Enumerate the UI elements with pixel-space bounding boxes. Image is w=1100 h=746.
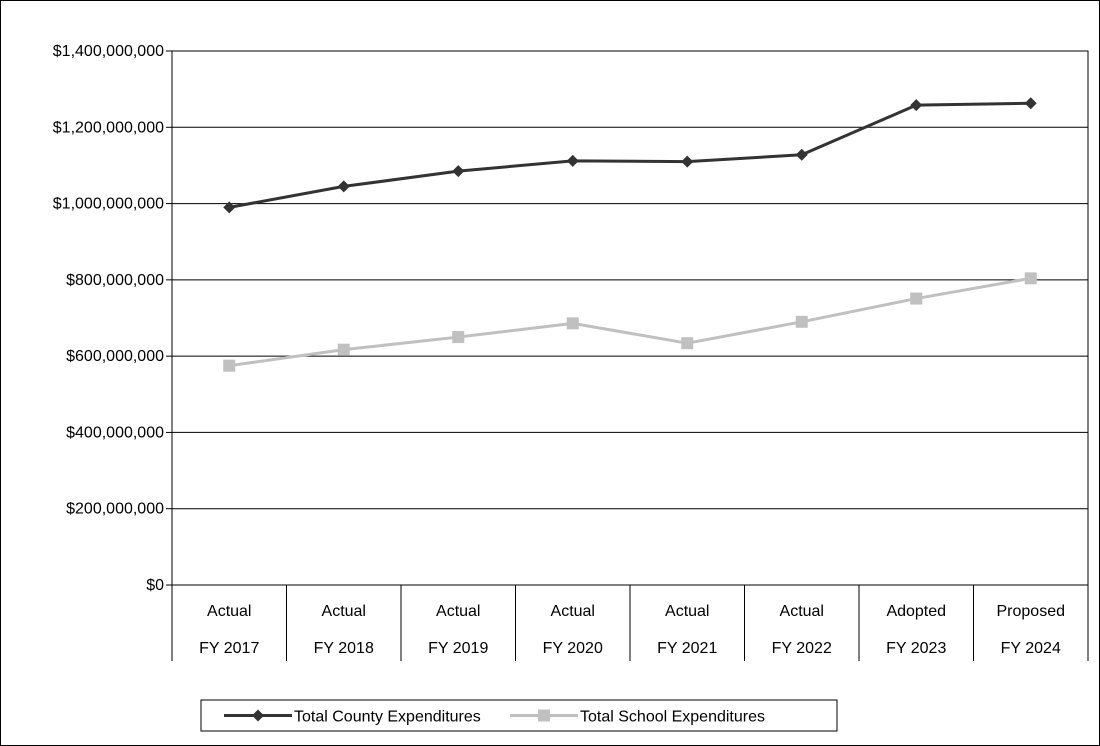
series-0-point-5 [795, 148, 808, 161]
x-tick-label-7-line2: FY 2024 [1001, 640, 1061, 657]
series-0-point-1 [337, 180, 350, 193]
series-0-point-6 [910, 99, 923, 112]
x-tick-label-0-line1: Actual [207, 603, 251, 620]
series-1-point-6 [910, 292, 923, 305]
legend-label-0: Total County Expenditures [294, 709, 481, 726]
y-tick-label-7: $1,400,000,000 [53, 43, 164, 60]
series-0-point-2 [452, 165, 465, 178]
x-tick-label-3-line2: FY 2020 [543, 640, 603, 657]
series-1-point-3 [566, 317, 579, 330]
x-tick-label-2-line2: FY 2019 [428, 640, 488, 657]
series-1-point-2 [452, 331, 465, 344]
series-1-point-5 [795, 315, 808, 328]
series-0-line [228, 101, 1031, 209]
series-0-point-0 [223, 201, 236, 214]
x-tick-label-2-line1: Actual [436, 603, 480, 620]
y-tick-label-2: $400,000,000 [66, 424, 164, 441]
x-tick-label-1-line2: FY 2018 [314, 640, 374, 657]
x-tick-label-5-line2: FY 2022 [772, 640, 832, 657]
series-0-point-7 [1024, 97, 1037, 110]
legend-swatch-marker-0 [252, 709, 264, 722]
series-1-point-4 [681, 337, 694, 350]
legend-label-1: Total School Expenditures [580, 709, 765, 726]
x-tick-label-6-line2: FY 2023 [886, 640, 946, 657]
x-tick-label-1-line1: Actual [322, 603, 366, 620]
y-tick-label-0: $0 [146, 577, 164, 594]
y-tick-label-5: $1,000,000,000 [53, 196, 164, 213]
x-tick-label-0-line2: FY 2017 [199, 640, 259, 657]
x-tick-label-4-line1: Actual [665, 603, 709, 620]
x-tick-label-6-line1: Adopted [886, 603, 946, 620]
plot-area [171, 50, 1089, 586]
series-1-point-0 [223, 359, 236, 372]
x-tick-label-3-line1: Actual [551, 603, 595, 620]
series-0-point-3 [566, 154, 579, 167]
legend-swatch-marker-1 [538, 709, 550, 722]
series-1-point-1 [337, 343, 350, 356]
y-tick-label-4: $800,000,000 [66, 272, 164, 289]
x-tick-label-7-line1: Proposed [997, 603, 1066, 620]
series-1-line [229, 276, 1032, 368]
series-0-point-4 [681, 155, 694, 168]
series-1-point-7 [1024, 272, 1037, 285]
y-tick-label-6: $1,200,000,000 [53, 119, 164, 136]
y-tick-label-1: $200,000,000 [66, 501, 164, 518]
x-tick-label-4-line2: FY 2021 [657, 640, 717, 657]
x-tick-label-5-line1: Actual [780, 603, 824, 620]
y-tick-label-3: $600,000,000 [66, 348, 164, 365]
